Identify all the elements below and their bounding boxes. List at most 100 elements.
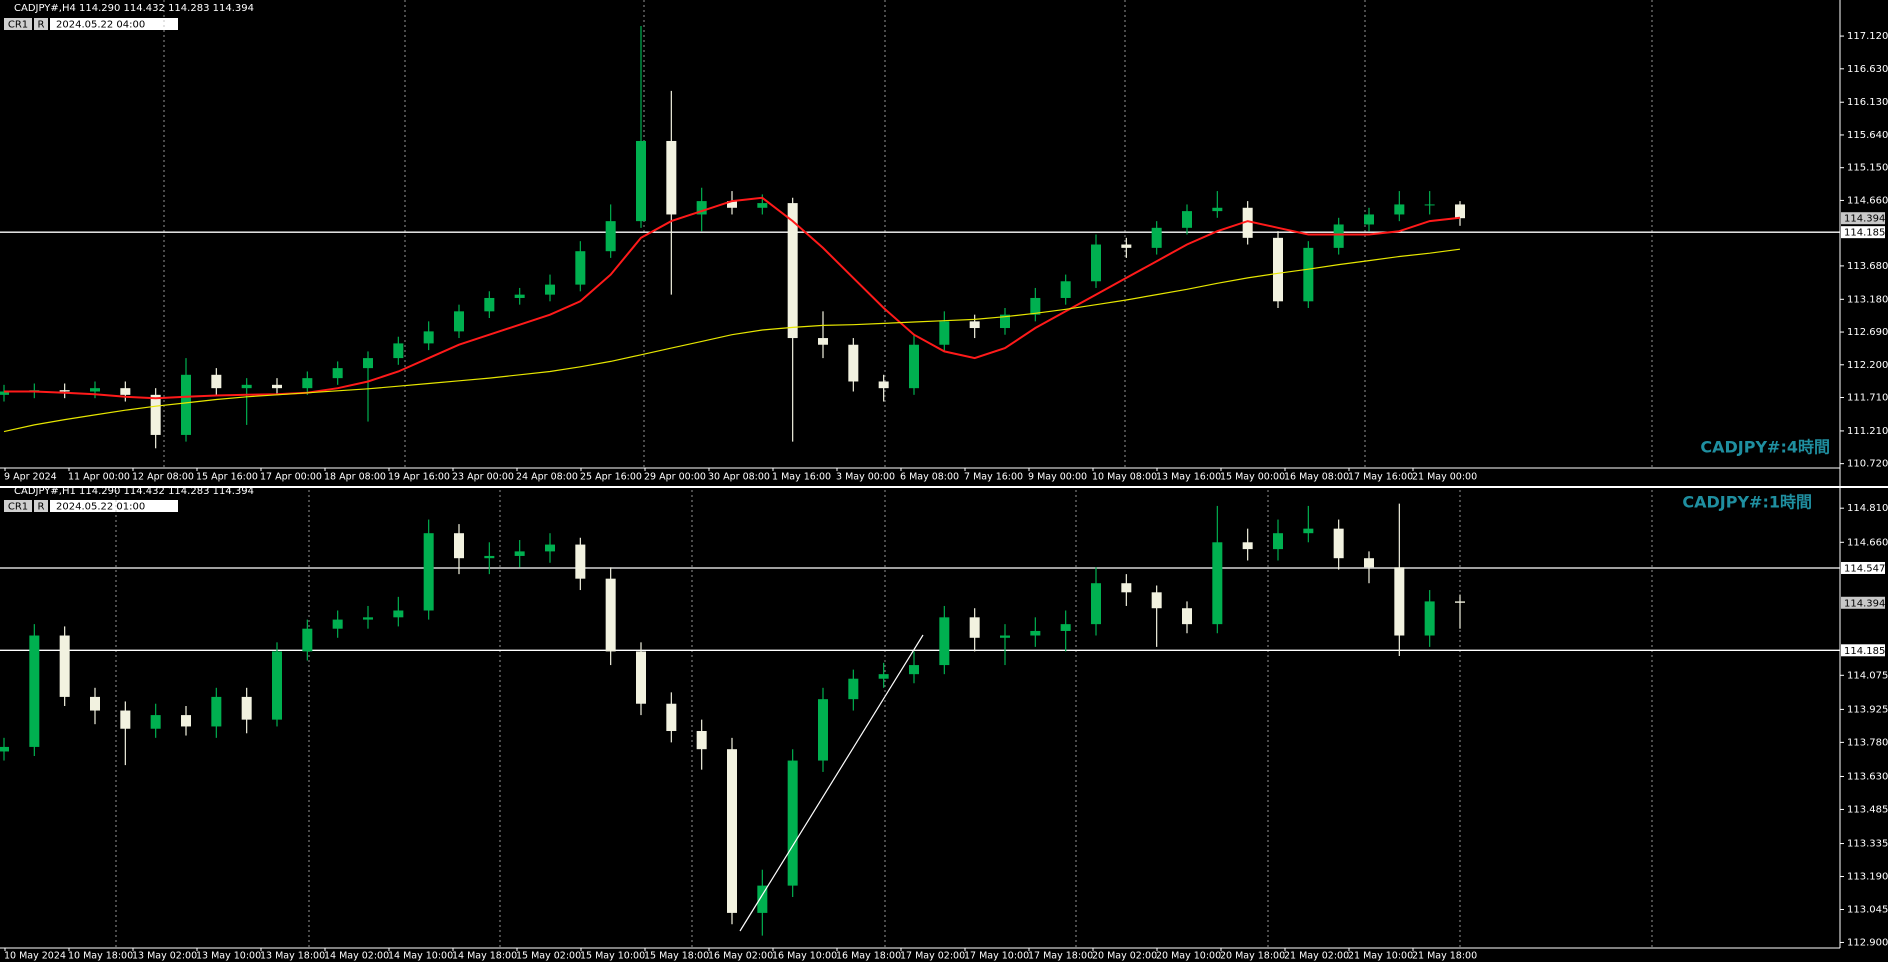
candle-body bbox=[939, 617, 950, 666]
x-tick-label: 9 May 00:00 bbox=[1028, 472, 1087, 483]
x-tick-label: 23 Apr 00:00 bbox=[452, 472, 514, 483]
y-tick-label: 115.640 bbox=[1847, 130, 1888, 141]
x-tick-label: 16 May 10:00 bbox=[772, 951, 837, 962]
candle-body bbox=[29, 635, 40, 747]
price-label-box bbox=[1841, 644, 1885, 657]
candle-body bbox=[787, 203, 798, 339]
timestamp: 2024.05.22 04:00 bbox=[56, 20, 145, 31]
candle-body bbox=[59, 390, 70, 392]
candle-body bbox=[1364, 558, 1374, 568]
x-tick-label: 10 May 18:00 bbox=[68, 951, 133, 962]
timestamp: 2024.05.22 01:00 bbox=[56, 502, 145, 513]
badge-box bbox=[4, 500, 32, 512]
candle-body bbox=[818, 338, 828, 345]
candle-body bbox=[211, 696, 222, 727]
symbol-header: CADJPY#,H1 114.290 114.432 114.283 114.3… bbox=[14, 486, 254, 497]
candle-body bbox=[454, 533, 464, 559]
candle-body bbox=[605, 578, 616, 652]
candle-body bbox=[393, 343, 404, 359]
candle-body bbox=[878, 381, 889, 389]
candle-body bbox=[1182, 211, 1192, 228]
candle-body bbox=[1030, 630, 1041, 636]
badge-box bbox=[34, 18, 48, 30]
y-tick-label: 112.200 bbox=[1847, 360, 1888, 371]
y-tick-label: 110.720 bbox=[1847, 459, 1888, 470]
candle-body bbox=[1121, 583, 1132, 593]
y-tick-label: 113.780 bbox=[1847, 737, 1888, 748]
candle-body bbox=[909, 665, 919, 675]
candle-body bbox=[1394, 567, 1405, 636]
timestamp-box bbox=[50, 500, 178, 512]
y-tick-label: 113.190 bbox=[1847, 872, 1888, 883]
candle-body bbox=[909, 344, 919, 389]
candle-body bbox=[332, 368, 343, 379]
x-tick-label: 17 May 16:00 bbox=[1348, 472, 1413, 483]
candle-body bbox=[120, 388, 131, 395]
candle-body bbox=[757, 203, 768, 208]
candle-body bbox=[969, 617, 980, 638]
x-tick-label: 16 May 18:00 bbox=[836, 951, 901, 962]
x-tick-label: 14 May 02:00 bbox=[324, 951, 389, 962]
candle-body bbox=[727, 749, 737, 913]
candle-body bbox=[636, 140, 646, 222]
candle-body bbox=[211, 374, 222, 389]
candle-body bbox=[514, 294, 525, 298]
candle-body bbox=[272, 384, 282, 389]
last-price-box bbox=[1841, 212, 1885, 225]
trendline[interactable] bbox=[739, 634, 924, 932]
candle-body bbox=[1091, 583, 1101, 625]
x-tick-label: 13 May 18:00 bbox=[260, 951, 325, 962]
y-tick-label: 113.045 bbox=[1847, 904, 1888, 915]
x-tick-label: 13 May 02:00 bbox=[132, 951, 197, 962]
x-tick-label: 14 May 10:00 bbox=[388, 951, 453, 962]
candle-body bbox=[1060, 281, 1071, 298]
x-tick-label: 18 Apr 08:00 bbox=[324, 472, 386, 483]
x-tick-label: 1 May 16:00 bbox=[772, 472, 831, 483]
x-tick-label: 15 May 00:00 bbox=[1220, 472, 1285, 483]
x-tick-label: 15 May 18:00 bbox=[644, 951, 709, 962]
last-price-label: 114.394 bbox=[1844, 598, 1885, 609]
candle-body bbox=[0, 391, 9, 395]
x-tick-label: 6 May 08:00 bbox=[900, 472, 959, 483]
y-tick-label: 116.630 bbox=[1847, 64, 1888, 75]
moving-average bbox=[3, 248, 1461, 433]
candle-body bbox=[1424, 601, 1435, 636]
y-tick-label: 117.120 bbox=[1847, 31, 1888, 42]
candle-body bbox=[1091, 244, 1101, 282]
y-tick-label: 113.925 bbox=[1847, 704, 1888, 715]
candle-body bbox=[1000, 314, 1010, 329]
moving-average bbox=[4, 196, 1461, 400]
candle-body bbox=[150, 394, 161, 435]
x-tick-label: 21 May 02:00 bbox=[1284, 951, 1349, 962]
candle-body bbox=[484, 555, 495, 559]
x-tick-label: 30 Apr 08:00 bbox=[708, 472, 770, 483]
y-tick-label: 113.630 bbox=[1847, 771, 1888, 782]
candle-body bbox=[1212, 542, 1223, 625]
candle-body bbox=[1273, 533, 1283, 550]
y-tick-label: 115.150 bbox=[1847, 163, 1888, 174]
badge-box bbox=[4, 18, 32, 30]
y-tick-label: 116.130 bbox=[1847, 97, 1888, 108]
candle-body bbox=[514, 551, 525, 556]
candle-body bbox=[1000, 635, 1010, 638]
candle-body bbox=[181, 715, 191, 727]
y-tick-label: 111.210 bbox=[1847, 426, 1888, 437]
candle-body bbox=[423, 533, 434, 611]
y-tick-label: 114.075 bbox=[1847, 670, 1888, 681]
x-tick-label: 21 May 00:00 bbox=[1412, 472, 1477, 483]
watermark: CADJPY#:1時間 bbox=[1682, 493, 1812, 512]
x-tick-label: 29 Apr 00:00 bbox=[644, 472, 706, 483]
candle-body bbox=[848, 678, 859, 700]
candle-body bbox=[575, 544, 586, 579]
last-price-label: 114.394 bbox=[1844, 214, 1885, 225]
x-tick-label: 21 May 10:00 bbox=[1348, 951, 1413, 962]
candle-body bbox=[423, 331, 434, 344]
candle-body bbox=[1151, 592, 1162, 609]
candle-body bbox=[363, 617, 373, 620]
x-tick-label: 16 May 08:00 bbox=[1284, 472, 1349, 483]
x-tick-label: 15 Apr 16:00 bbox=[196, 472, 258, 483]
x-tick-label: 20 May 18:00 bbox=[1220, 951, 1285, 962]
candle-body bbox=[90, 388, 100, 392]
